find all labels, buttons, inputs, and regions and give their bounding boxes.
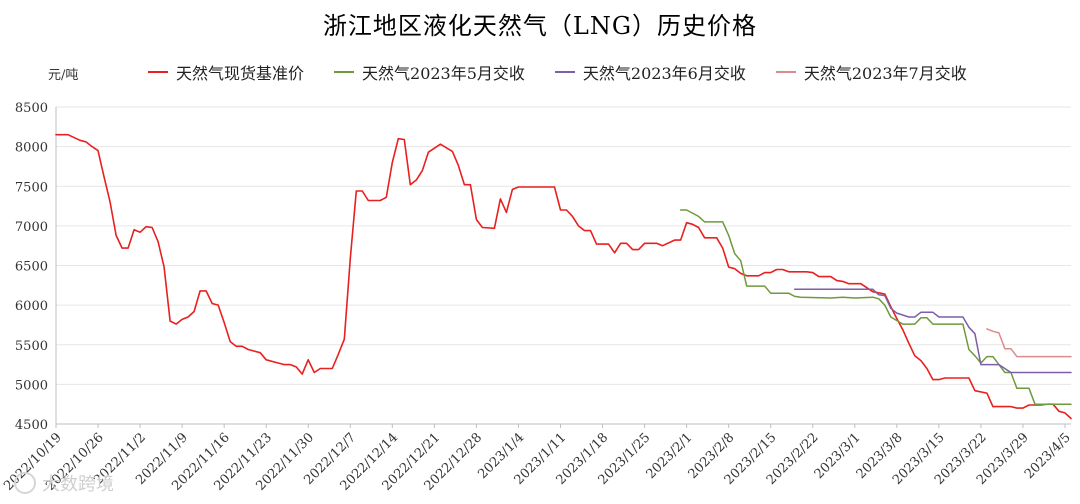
y-tick-label: 6000 bbox=[15, 299, 48, 314]
legend-item-july[interactable]: 天然气2023年7月交收 bbox=[775, 60, 967, 84]
watermark: 大数跨境 bbox=[14, 470, 114, 496]
y-tick-label: 7500 bbox=[15, 180, 48, 195]
watermark-text: 大数跨境 bbox=[42, 474, 114, 495]
y-tick-label: 7000 bbox=[15, 220, 48, 235]
legend-label-spot: 天然气现货基准价 bbox=[176, 64, 305, 83]
y-axis-unit: 元/吨 bbox=[48, 68, 79, 83]
y-tick-label: 8500 bbox=[15, 101, 48, 116]
legend-item-june[interactable]: 天然气2023年6月交收 bbox=[554, 60, 746, 84]
y-tick-label: 4500 bbox=[15, 418, 48, 433]
series-line-july bbox=[986, 328, 1072, 358]
legend-swatch-june bbox=[554, 71, 575, 73]
legend: 天然气现货基准价 天然气2023年5月交收 天然气2023年6月交收 天然气20… bbox=[148, 60, 967, 84]
y-tick-label: 5000 bbox=[15, 378, 48, 393]
series-line-may bbox=[679, 209, 1072, 405]
chart-title: 浙江地区液化天然气（LNG）历史价格 bbox=[322, 12, 758, 40]
series-line-spot bbox=[55, 133, 1072, 420]
series-line-june bbox=[793, 288, 1072, 374]
y-tick-label: 6500 bbox=[15, 260, 48, 275]
legend-item-may[interactable]: 天然气2023年5月交收 bbox=[334, 60, 525, 84]
legend-swatch-spot bbox=[148, 71, 168, 73]
x-tick-label: 2023/4/5 bbox=[1022, 430, 1074, 482]
legend-swatch-may bbox=[334, 71, 355, 73]
legend-label-june: 天然气2023年6月交收 bbox=[582, 64, 746, 83]
y-tick-label: 8000 bbox=[15, 141, 48, 156]
watermark-logo-icon bbox=[14, 472, 36, 494]
y-tick-label: 5500 bbox=[15, 339, 48, 354]
legend-item-spot[interactable]: 天然气现货基准价 bbox=[148, 60, 304, 84]
legend-label-july: 天然气2023年7月交收 bbox=[803, 64, 967, 83]
legend-label-may: 天然气2023年5月交收 bbox=[362, 64, 525, 83]
legend-swatch-july bbox=[775, 71, 796, 73]
